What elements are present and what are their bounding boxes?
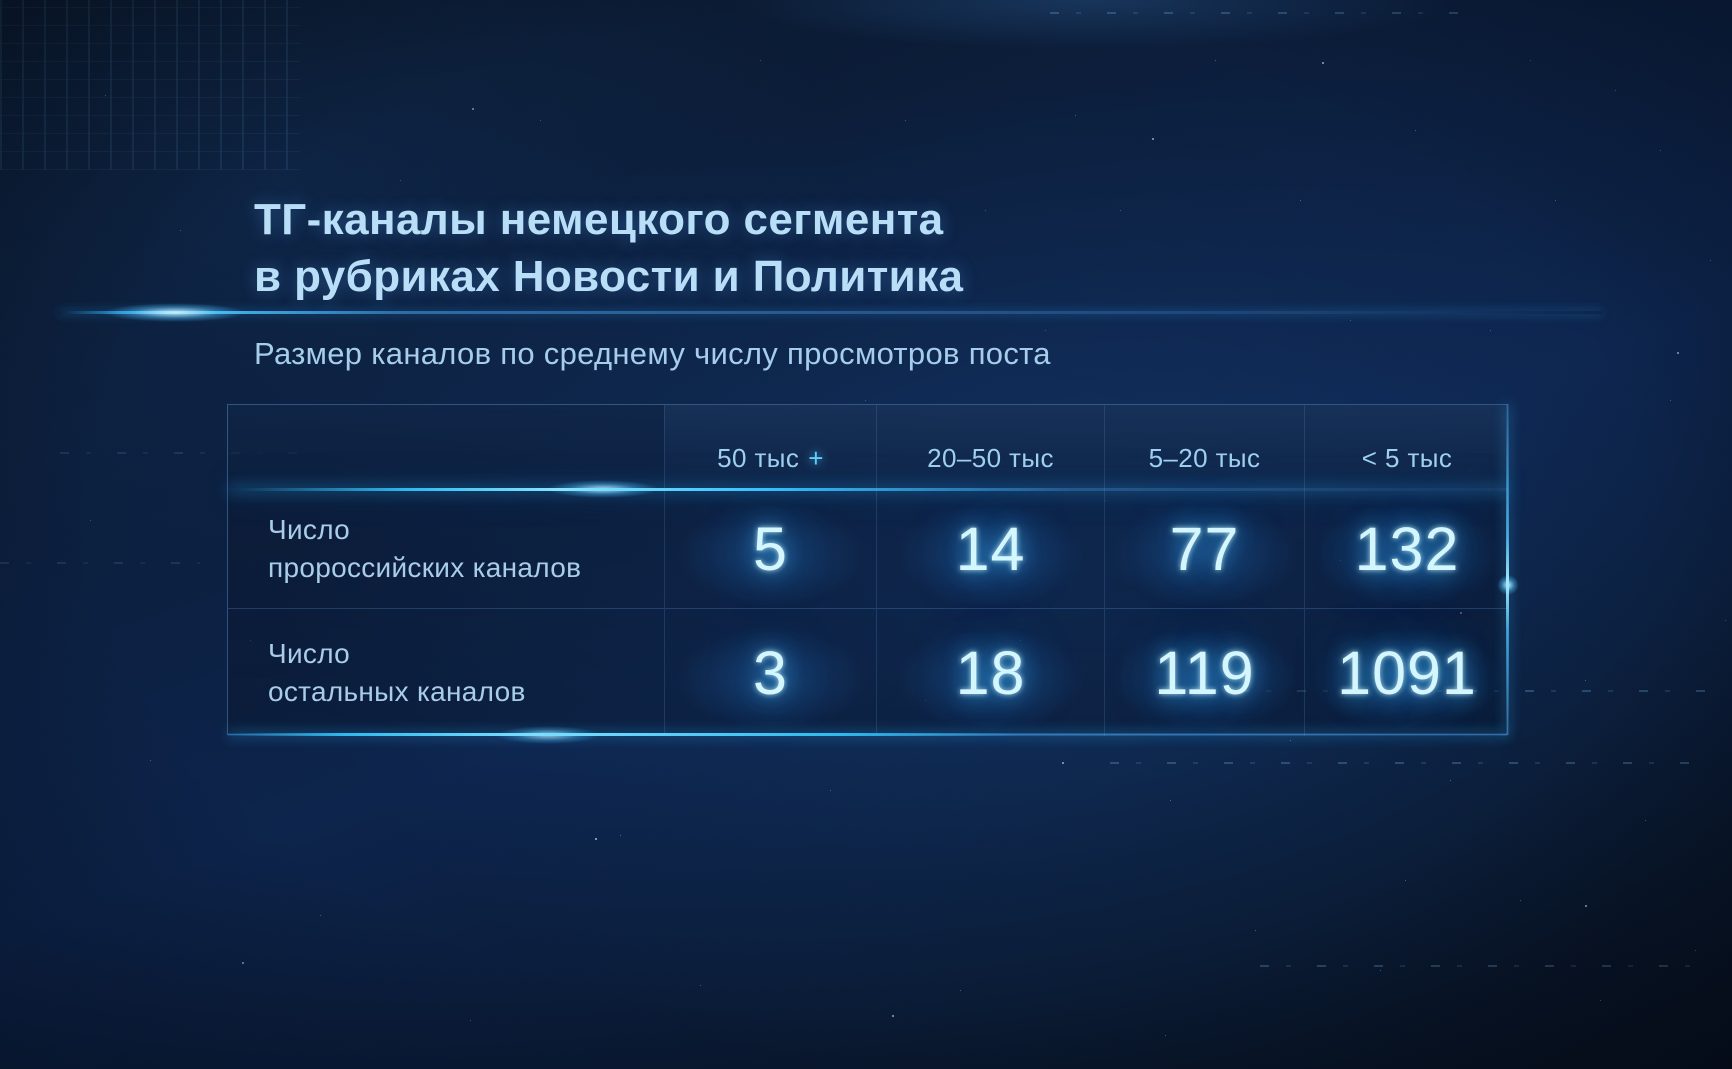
data-streak-decoration [0,562,200,564]
row-label-line: остальных каналов [268,675,526,707]
value-prorussian-under-5k: 132 [1304,489,1509,608]
page-title-line1: ТГ-каналы немецкого сегмента [254,195,944,245]
table-header-empty-cell [228,405,664,489]
value-other-5-20k: 119 [1104,608,1304,736]
title-divider-line [58,311,1603,314]
header-label: < 5 тыс [1361,443,1453,473]
row-label-other-channels: Число остальных каналов [228,608,664,736]
table-header-50k-plus: 50 тыс + [664,405,876,489]
header-plus-sign: + [808,443,824,473]
value-prorussian-20-50k: 14 [876,489,1104,608]
header-label: 50 тыс [717,443,800,473]
channels-table: 50 тыс + 20–50 тыс 5–20 тыс < 5 тыс Числ… [227,404,1523,747]
row-label-line: пророссийских каналов [268,551,582,583]
header-label: 5–20 тыс [1148,443,1261,473]
page-subtitle: Размер каналов по среднему числу просмот… [254,336,1051,371]
page-title-line2: в рубриках Новости и Политика [254,252,964,302]
table-header-5-20k: 5–20 тыс [1104,405,1304,489]
header-label: 20–50 тыс [927,443,1054,473]
value-other-under-5k: 1091 [1304,608,1509,736]
value-other-50k: 3 [664,608,876,736]
bright-star-speckles-decoration [0,0,2,2]
value-other-20-50k: 18 [876,608,1104,736]
circuit-texture-decoration [0,0,300,170]
data-streak-decoration [1110,762,1700,764]
row-label-line: Число [268,637,351,669]
table-header-under-5k: < 5 тыс [1304,405,1509,489]
table-right-edge-glow [1506,404,1509,735]
value-prorussian-5-20k: 77 [1104,489,1304,608]
row-label-line: Число [268,513,351,545]
table-header-20-50k: 20–50 тыс [876,405,1104,489]
page-title: ТГ-каналы немецкого сегмента в рубриках … [254,191,963,305]
value-prorussian-50k: 5 [664,489,876,608]
header-underline-glow [228,488,1507,491]
data-streak-decoration [1260,965,1700,967]
data-streak-decoration [1050,12,1470,14]
table-bottom-glow [228,733,1507,736]
row-label-prorussian-channels: Число пророссийских каналов [228,489,664,608]
